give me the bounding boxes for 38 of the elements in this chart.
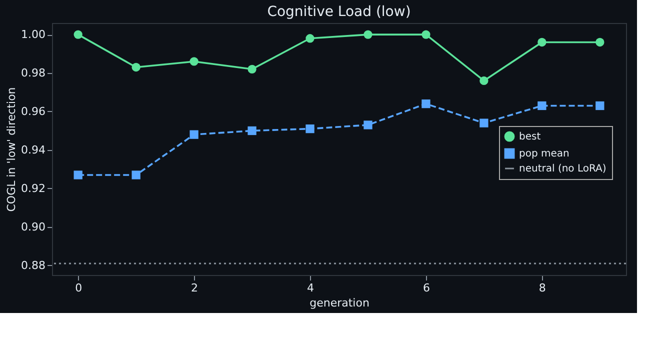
point — [596, 101, 604, 110]
x-tick-label: 8 — [538, 282, 546, 294]
y-tick-label: 0.90 — [21, 220, 46, 234]
point — [248, 126, 256, 136]
y-tick-label: 1.00 — [21, 28, 46, 42]
chart-title: Cognitive Load (low) — [267, 4, 411, 20]
point — [132, 62, 140, 72]
y-tick-label: 0.92 — [21, 182, 46, 195]
y-tick-label: 0.98 — [21, 66, 46, 80]
point — [190, 130, 198, 139]
point — [306, 34, 314, 43]
legend-label: neutral (no LoRA) — [519, 164, 606, 174]
x-tick-label: 0 — [75, 282, 82, 294]
point — [190, 57, 198, 66]
x-tick-label: 6 — [422, 282, 430, 294]
point — [74, 170, 82, 180]
point — [538, 101, 546, 110]
legend-label: best — [519, 132, 541, 142]
y-tick-label: 0.94 — [21, 143, 46, 156]
point — [364, 30, 372, 39]
point — [480, 76, 488, 86]
point — [538, 38, 546, 47]
x-tick-label: 4 — [307, 282, 314, 294]
y-tick-label: 0.96 — [21, 104, 46, 118]
point — [74, 30, 82, 39]
point — [306, 124, 314, 134]
point — [596, 38, 604, 47]
x-tick-label: 2 — [191, 282, 198, 294]
x-axis-title: generation — [310, 296, 370, 310]
point — [132, 170, 140, 180]
legend-label: pop mean — [519, 148, 570, 160]
point — [364, 120, 372, 130]
point — [422, 30, 430, 39]
point — [422, 99, 430, 108]
point — [248, 64, 256, 74]
y-tick-label: 0.88 — [21, 258, 46, 272]
y-axis-title: COGL in 'low' direction — [5, 87, 18, 212]
point — [480, 118, 488, 128]
